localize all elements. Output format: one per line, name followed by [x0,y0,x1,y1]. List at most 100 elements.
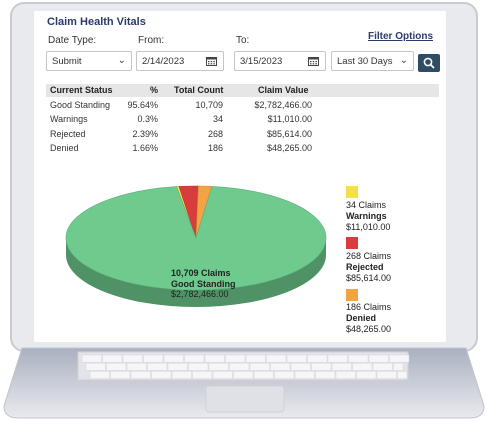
date-type-label: Date Type: [48,35,97,46]
row-count: 268 [207,129,223,139]
pie-label-good-standing: 10,709 Claims Good Standing $2,782,466.0… [171,268,236,300]
keyboard-key [106,362,127,371]
search-icon [423,57,435,69]
pie-label-count: 10,709 Claims [171,268,231,278]
keyboard-key [315,371,336,379]
keyboard-key [110,371,131,379]
keyboard-key [352,362,373,371]
to-date-value: 3/15/2023 [240,56,283,67]
keyboard-key [126,362,147,371]
keyboard-key [167,362,188,371]
row-value: $85,614.00 [266,129,312,139]
keyboard-key [327,354,348,363]
legend-item-denied: 186 Claims Denied $48,265.00 [346,302,391,335]
keyboard-key [393,362,404,371]
keyboard-key [163,354,184,363]
row-value: $11,010.00 [267,114,312,124]
legend-swatch-warnings [346,186,358,198]
keyboard-key [348,354,369,363]
date-type-select[interactable]: Submit ⌄ [46,51,132,71]
row-value: $48,265.00 [266,143,312,153]
header-status: Current Status [50,85,113,95]
row-pct: 2.39% [132,129,158,139]
keyboard-key [270,362,291,371]
keyboard-key [89,371,110,379]
header-pct: % [150,85,159,95]
from-date-input[interactable]: 2/14/2023 [136,51,224,71]
keyboard-key [368,354,389,363]
range-value: Last 30 Days [337,56,393,67]
keyboard-key [130,371,151,379]
keyboard-key [274,371,295,379]
legend-amount: $48,265.00 [346,324,392,334]
keyboard-key [311,362,332,371]
keyboard-key [102,354,123,363]
row-pct: 95.64% [127,100,158,110]
panel-title: Claim Health Vitals [47,16,146,28]
legend-item-warnings: 34 Claims Warnings $11,010.00 [346,200,390,233]
legend-item-rejected: 268 Claims Rejected $85,614.00 [346,251,391,284]
date-type-value: Submit [52,56,82,67]
keyboard-key [229,362,250,371]
keyboard-key [85,362,106,371]
calendar-icon[interactable] [308,56,319,66]
legend-swatch-rejected [346,237,358,249]
header-count: Total Count [174,85,224,95]
keyboard-key [184,354,205,363]
keyboard-key [208,362,229,371]
keyboard-key [266,354,287,363]
legend-amount: $11,010.00 [346,222,391,232]
legend-count: 34 Claims [346,200,387,210]
chevron-down-icon: ⌄ [117,55,126,66]
pie-side-good-standing [66,238,326,307]
row-status: Denied [50,143,79,153]
row-count: 34 [212,114,223,124]
keyboard-key [376,371,397,379]
keyboard-key [192,371,213,379]
trackpad [205,385,285,413]
pie-label-amount: $2,782,466.00 [171,289,229,299]
range-select[interactable]: Last 30 Days ⌄ [331,51,414,71]
keyboard-key [171,371,192,379]
filter-options-link[interactable]: Filter Options [368,31,433,42]
from-label: From: [138,35,165,46]
from-date-value: 2/14/2023 [142,56,185,67]
keyboard-key [122,354,143,363]
pie-chart [65,185,327,307]
chevron-down-icon: ⌄ [399,55,408,66]
row-pct: 0.3% [137,114,158,124]
keyboard-key [204,354,225,363]
row-count: 186 [207,143,223,153]
keyboard-key [286,354,307,363]
keyboard-key [233,371,254,379]
keyboard-key [397,371,408,379]
keyboard-key [212,371,233,379]
keyboard-key [389,354,410,363]
keyboard-key [188,362,209,371]
row-status: Good Standing [50,100,111,110]
calendar-icon[interactable] [206,56,217,66]
keyboard-key [290,362,311,371]
keyboard-key [143,354,164,363]
row-status: Rejected [50,129,86,139]
row-count: 10,709 [195,100,223,110]
legend-name: Denied [346,313,377,323]
to-date-input[interactable]: 3/15/2023 [234,51,326,71]
keyboard-key [245,354,266,363]
keyboard-key [372,362,393,371]
screen: Claim Health Vitals Filter Options Date … [34,11,446,342]
row-pct: 1.66% [132,143,158,153]
legend-swatch-denied [346,289,358,301]
legend-name: Warnings [346,211,387,221]
legend-amount: $85,614.00 [346,273,392,283]
keyboard-key [225,354,246,363]
keyboard-key [147,362,168,371]
pie-slice-good-standing [65,186,327,291]
keyboard-key [356,371,377,379]
keyboard-key [81,354,102,363]
search-button[interactable] [418,54,440,72]
keyboard-key [151,371,172,379]
keyboard-key [294,371,315,379]
keyboard-key [331,362,352,371]
keyboard-keys [81,354,410,379]
